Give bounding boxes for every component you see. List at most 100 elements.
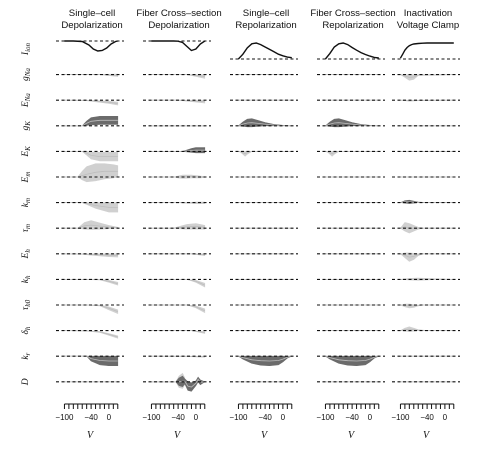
x-tick-label-sc-dep: −100: [55, 413, 74, 422]
panel-fx-dep-taum: [143, 223, 211, 230]
column-title-fx-dep-line-1: Depolarization: [148, 20, 209, 31]
x-axis-sc-dep: −100 −40 0 V: [55, 403, 119, 441]
row-label-taum: τm: [21, 224, 32, 232]
mean-line-inact-gna: [400, 74, 454, 78]
panel-fx-dep-em: [143, 174, 211, 179]
band-inact-tauh0: [399, 303, 454, 309]
panel-inact-eh: [392, 252, 460, 262]
panel-sc-rep-kr: [230, 355, 298, 367]
column-title-sc-dep-line-0: Single–cell: [69, 8, 115, 19]
mean-line-fx-dep-gna: [151, 74, 205, 77]
mean-line-fx-dep-deltah: [151, 330, 205, 333]
mean-line-sc-dep-eh: [64, 253, 118, 256]
column-title-fx-dep-line-0: Fiber Cross–section: [136, 8, 221, 19]
column-title-sc-rep-line-0: Single–cell: [243, 8, 289, 19]
x-tick-label-sc-rep: −40: [258, 413, 272, 422]
panel-sc-rep-ek: [230, 150, 298, 157]
panel-fx-rep-kr: [317, 355, 385, 367]
row-label-tauh0: τh0: [21, 299, 32, 310]
panel-inact-tauh0: [392, 303, 460, 309]
row-label-kh: kh: [21, 275, 32, 283]
x-tick-label-fx-rep: −100: [316, 413, 335, 422]
curve-sc-rep-iion: [237, 42, 292, 60]
panel-sc-dep-eh: [56, 253, 124, 258]
panel-sc-dep-deltah: [56, 330, 124, 339]
row-label-em: Em: [21, 172, 32, 184]
x-tick-label-inact: −100: [391, 413, 410, 422]
panel-fx-dep-ena: [143, 99, 211, 104]
mean-line-sc-dep-ek: [64, 150, 118, 158]
band-sc-dep-ek: [64, 151, 119, 162]
band-fx-dep-gna: [151, 74, 206, 79]
panels: [56, 40, 460, 392]
row-label-km: km: [21, 198, 32, 207]
panel-fx-dep-kh: [143, 278, 211, 288]
x-tick-label-fx-dep: −100: [142, 413, 161, 422]
column-title-fx-rep-line-1: Repolarization: [322, 20, 383, 31]
mean-line-fx-dep-tauh0: [151, 304, 205, 312]
column-title-sc-rep-line-1: Repolarization: [235, 20, 296, 31]
mean-line-inact-taum: [400, 226, 454, 229]
band-inact-taum: [399, 222, 454, 234]
row-label-ena: ENa: [21, 93, 32, 108]
x-axis-inact: −100 −40 0 V: [391, 403, 455, 441]
panel-fx-dep-iion: [143, 40, 211, 52]
mean-line-sc-dep-taum: [64, 224, 118, 229]
curve-sc-dep-iion: [64, 40, 118, 52]
x-axis-fx-dep: −100 −40 0 V: [142, 403, 206, 441]
panel-sc-dep-taum: [56, 220, 124, 230]
curve-fx-rep-iion: [324, 42, 379, 60]
band-inact-km: [399, 199, 454, 204]
row-label-gk: gK: [21, 121, 32, 131]
x-axis-label-fx-rep: V: [348, 430, 356, 441]
panel-inact-iion: [392, 42, 460, 60]
panel-fx-rep-gk: [317, 118, 385, 128]
mean-line-sc-rep-kr: [238, 355, 292, 362]
panel-sc-dep-kr: [56, 355, 124, 367]
x-tick-label-fx-dep: −40: [171, 413, 185, 422]
mean-line-fx-dep-taum: [151, 225, 205, 229]
panel-sc-dep-iion: [56, 40, 124, 52]
x-tick-label-sc-rep: 0: [281, 413, 286, 422]
panel-inact-km: [392, 199, 460, 204]
x-axis-label-fx-dep: V: [174, 430, 182, 441]
mean-line-sc-dep-gk: [64, 119, 118, 127]
band-fx-dep-kh: [151, 279, 206, 288]
x-tick-label-inact: 0: [443, 413, 448, 422]
x-axes: −100 −40 0V−100 −40 0V−100 −40 0V−100 −40 0V−100…: [55, 403, 455, 441]
row-label-kr: kr: [21, 352, 32, 359]
mean-line-sc-dep-kh: [64, 278, 118, 285]
panel-sc-dep-km: [56, 202, 124, 213]
row-label-eh: Eh: [21, 249, 32, 260]
column-title-inact-line-1: Voltage Clamp: [397, 20, 459, 31]
x-axis-fx-rep: −100 −40 0 V: [316, 403, 380, 441]
band-fx-rep-ek: [325, 151, 379, 157]
mean-line-inact-eh: [400, 253, 454, 258]
panel-fx-dep-d: [143, 372, 211, 392]
row-labels: Iion gNa ENa gK EK Em km τm Eh kh τh0 δh kr D: [21, 42, 32, 386]
panel-inact-deltah: [392, 326, 460, 332]
panel-fx-dep-eh: [143, 253, 211, 257]
row-label-iion: Iion: [21, 42, 32, 56]
x-tick-label-fx-rep: 0: [368, 413, 373, 422]
x-axis-label-sc-rep: V: [261, 430, 269, 441]
column-title-fx-rep-line-0: Fiber Cross–section: [310, 8, 395, 19]
column-title-sc-dep-line-1: Depolarization: [61, 20, 122, 31]
panel-inact-gna: [392, 74, 460, 81]
panel-sc-rep-iion: [230, 42, 298, 60]
x-tick-label-inact: −40: [420, 413, 434, 422]
band-inact-eh: [399, 252, 454, 262]
panel-fx-rep-ek: [317, 150, 385, 157]
row-label-deltah: δh: [21, 326, 32, 334]
curve-inact-iion: [399, 42, 454, 59]
panel-inact-kh: [392, 277, 460, 281]
panel-fx-dep-gna: [143, 74, 211, 79]
band-sc-dep-em: [64, 163, 119, 183]
panel-fx-dep-ek: [143, 147, 211, 154]
mean-line-sc-dep-ena: [64, 99, 118, 104]
x-axis-sc-rep: −100 −40 0 V: [229, 403, 293, 441]
curve-fx-dep-iion: [151, 40, 206, 52]
panel-inact-taum: [392, 222, 460, 234]
